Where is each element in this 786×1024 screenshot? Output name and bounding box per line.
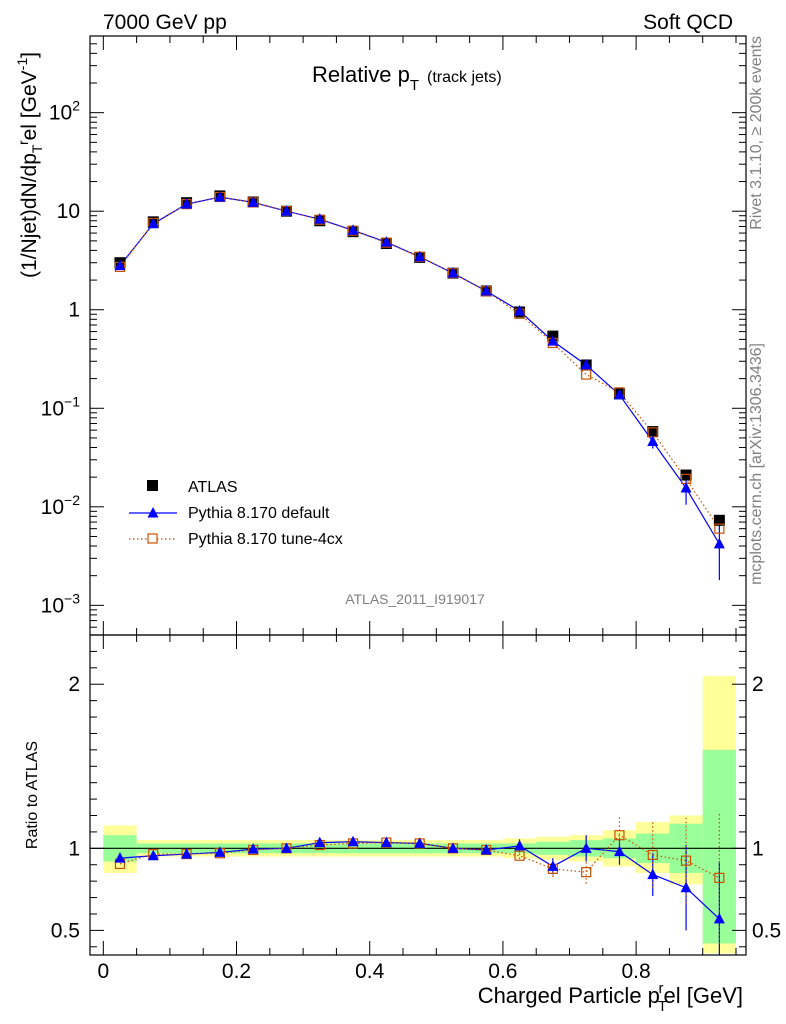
legend-default-marker (147, 507, 159, 518)
default-point (447, 267, 459, 278)
ratio-y-tick-label: 0.5 (51, 919, 80, 942)
ratio-default-point (447, 842, 459, 853)
legend: ATLAS Pythia 8.170 default Pythia 8.170 … (129, 479, 343, 548)
default-point (680, 482, 692, 493)
default-point (580, 358, 592, 370)
ratio-default-point (247, 843, 259, 854)
x-tick-label: 0 (97, 960, 109, 983)
main-y-tick-label: 1 (68, 299, 80, 322)
chart-title: Relative pT (track jets) (312, 62, 502, 94)
x-axis-label: Charged Particle pTrel [GeV] (478, 980, 743, 1015)
main-panel: 10−3 10−2 10−1 1 10 102 Relative pT (track jet… (14, 35, 747, 636)
ratio-tune4cx-point (714, 872, 725, 883)
main-data-layer (114, 190, 725, 581)
ratio-ylabel: Ratio to ATLAS (24, 741, 41, 849)
x-tick-label: 0.6 (488, 960, 517, 983)
ratio-default-point (280, 842, 292, 853)
default-point (514, 305, 526, 316)
ratio-default-point (114, 852, 126, 863)
ratio-default-point (414, 837, 426, 848)
ratio-axis-ticks: 0.5 0.5 1 1 2 2 0 0.2 0.4 0.6 0.8 (51, 635, 781, 983)
legend-tune4cx-marker (147, 533, 158, 544)
ratio-frame (89, 634, 747, 956)
default-point (181, 198, 193, 209)
ratio-default-point (214, 846, 226, 857)
default-point (314, 213, 326, 224)
ratio-default-point (380, 836, 392, 848)
ratio-default-point (347, 835, 359, 847)
mcplots-label: mcplots.cern.ch [arXiv:1306.3436] (748, 343, 765, 585)
main-y-tick-label: 10−3 (41, 590, 81, 617)
ratio-default-point (613, 845, 625, 857)
default-point (713, 537, 725, 549)
atlas-point (647, 426, 659, 438)
main-y-tick-label: 10−1 (41, 393, 81, 420)
ratio-default-point (647, 868, 659, 880)
main-y-tick-label: 10−2 (41, 492, 81, 519)
ratio-y-tick-label-right: 1 (752, 837, 764, 860)
default-point (380, 236, 392, 247)
atlas-point (680, 469, 692, 481)
ratio-y-tick-label: 2 (68, 673, 80, 696)
main-y-tick-label: 10 (57, 200, 80, 223)
ratio-tune4cx-point (614, 830, 625, 841)
atlas-point (713, 514, 725, 526)
header-left: 7000 GeV pp (103, 11, 227, 34)
ratio-default-point (547, 860, 559, 871)
main-y-tick-label: 102 (49, 98, 80, 125)
tune4cx-point (714, 523, 725, 534)
legend-pythia-tune4cx: Pythia 8.170 tune-4cx (129, 531, 343, 548)
default-point (347, 224, 359, 235)
ratio-data-layer (114, 812, 725, 955)
rivet-label: Rivet 3.1.10, ≥ 200k events (748, 36, 765, 230)
default-point (613, 388, 625, 400)
x-tick-label: 0.4 (355, 960, 385, 983)
ratio-y-tick-label: 1 (68, 837, 80, 860)
default-point (414, 250, 426, 262)
ratio-y-tick-label-right: 0.5 (752, 919, 781, 942)
ratio-tune4cx-point (514, 850, 525, 861)
ratio-uncertainty-bands (90, 676, 746, 954)
legend-atlas-label: ATLAS (188, 479, 238, 496)
default-point (280, 205, 292, 216)
ratio-tune4cx-point (680, 855, 692, 866)
default-point (214, 191, 226, 202)
default-point (114, 259, 126, 271)
ratio-default-point (147, 849, 159, 861)
default-point (647, 435, 659, 447)
ratio-default-point (580, 842, 592, 853)
ratio-default-point (514, 839, 526, 851)
default-point (547, 335, 559, 346)
default-point (480, 284, 492, 296)
legend-atlas-marker (147, 480, 158, 491)
ratio-default-point (181, 848, 193, 859)
ratio-default-point (680, 881, 692, 893)
x-tick-label: 0.8 (622, 960, 651, 983)
ratio-panel: 0.5 0.5 1 1 2 2 0 0.2 0.4 0.6 0.8 Ratio to ATLAS C… (24, 634, 781, 1015)
main-ylabel: (1/Njet)dN/dpTrel [GeV-1] (14, 52, 45, 278)
legend-tune4cx-label: Pythia 8.170 tune-4cx (188, 531, 343, 548)
header-right: Soft QCD (643, 11, 733, 34)
x-tick-label: 0.2 (222, 960, 251, 983)
legend-atlas: ATLAS (147, 479, 238, 496)
ratio-default-point (480, 843, 492, 855)
default-point (147, 217, 159, 229)
tune4cx-point (581, 369, 592, 380)
ratio-default-point (314, 836, 326, 848)
main-axis-ticks: 10−3 10−2 10−1 1 10 102 (41, 35, 746, 636)
default-point (247, 196, 259, 207)
ratio-default-point (713, 912, 725, 924)
legend-pythia-default: Pythia 8.170 default (129, 505, 330, 522)
analysis-id: ATLAS_2011_I919017 (345, 591, 485, 607)
legend-default-label: Pythia 8.170 default (188, 505, 330, 522)
ratio-y-tick-label-right: 2 (752, 673, 764, 696)
ratio-tune4cx-point (581, 867, 592, 878)
ratio-tune4cx-point (647, 849, 658, 860)
